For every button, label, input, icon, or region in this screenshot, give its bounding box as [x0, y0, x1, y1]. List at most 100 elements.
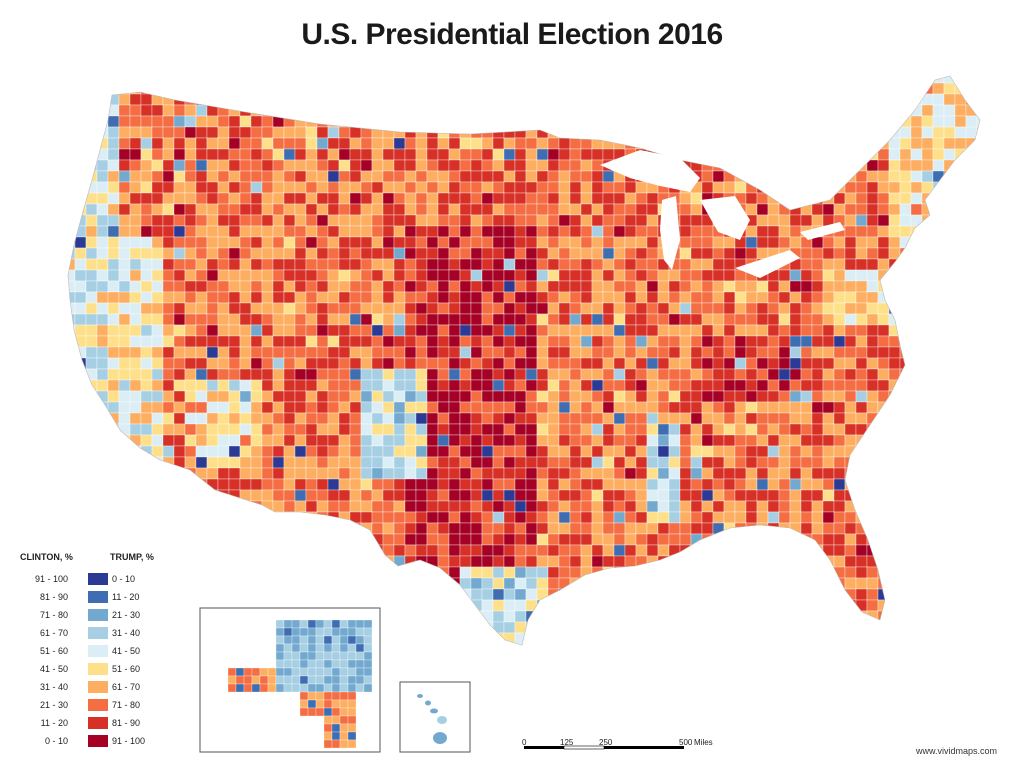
county-cell	[569, 555, 582, 568]
county-cell	[613, 610, 626, 623]
county-cell	[118, 467, 131, 480]
county-cell	[415, 401, 428, 414]
county-cell	[646, 335, 659, 348]
county-cell	[602, 522, 615, 535]
county-cell	[866, 192, 879, 205]
county-cell	[580, 412, 593, 425]
county-cell	[866, 258, 879, 271]
county-cell	[85, 390, 98, 403]
county-cell	[470, 467, 483, 480]
alaska-county-cell	[227, 675, 237, 685]
county-cell	[228, 467, 241, 480]
county-cell	[239, 478, 252, 491]
county-cell	[613, 566, 626, 579]
county-cell	[591, 456, 604, 469]
alaska-county-cell	[275, 627, 285, 637]
county-cell	[800, 313, 813, 326]
county-cell	[327, 280, 340, 293]
county-cell	[701, 478, 714, 491]
county-cell	[723, 610, 736, 623]
county-cell	[272, 412, 285, 425]
county-cell	[877, 467, 890, 480]
county-cell	[426, 93, 439, 106]
county-cell	[921, 489, 934, 502]
county-cell	[217, 544, 230, 557]
county-cell	[844, 632, 857, 645]
county-cell	[514, 500, 527, 513]
county-cell	[767, 302, 780, 315]
county-cell	[316, 357, 329, 370]
county-cell	[965, 192, 978, 205]
county-cell	[316, 478, 329, 491]
county-cell	[349, 159, 362, 172]
county-cell	[569, 324, 582, 337]
county-cell	[591, 467, 604, 480]
county-cell	[877, 214, 890, 227]
county-cell	[195, 280, 208, 293]
county-cell	[261, 335, 274, 348]
alaska-county-cell	[291, 643, 301, 653]
county-cell	[239, 258, 252, 271]
county-cell	[712, 412, 725, 425]
county-cell	[492, 291, 505, 304]
county-cell	[140, 214, 153, 227]
county-cell	[767, 643, 780, 645]
county-cell	[833, 544, 846, 557]
county-cell	[448, 390, 461, 403]
county-cell	[514, 115, 527, 128]
county-cell	[426, 236, 439, 249]
county-cell	[481, 76, 494, 84]
county-cell	[470, 577, 483, 590]
county-cell	[844, 269, 857, 282]
county-cell	[195, 159, 208, 172]
county-cell	[536, 511, 549, 524]
county-cell	[272, 500, 285, 513]
county-cell	[976, 412, 980, 425]
county-cell	[613, 76, 626, 84]
county-cell	[932, 368, 945, 381]
county-cell	[294, 368, 307, 381]
county-cell	[921, 148, 934, 161]
county-cell	[206, 302, 219, 315]
county-cell	[283, 555, 296, 568]
county-cell	[954, 357, 967, 370]
county-cell	[514, 621, 527, 634]
county-cell	[888, 632, 901, 645]
county-cell	[96, 291, 109, 304]
county-cell	[822, 269, 835, 282]
county-cell	[525, 368, 538, 381]
county-cell	[624, 104, 637, 117]
county-cell	[613, 511, 626, 524]
county-cell	[800, 522, 813, 535]
county-cell	[195, 489, 208, 502]
county-cell	[74, 412, 87, 425]
county-cell	[525, 258, 538, 271]
county-cell	[844, 445, 857, 458]
county-cell	[228, 357, 241, 370]
county-cell	[657, 478, 670, 491]
county-cell	[547, 247, 560, 260]
county-cell	[844, 192, 857, 205]
county-cell	[492, 302, 505, 315]
county-cell	[888, 258, 901, 271]
county-cell	[932, 412, 945, 425]
county-cell	[932, 445, 945, 458]
county-cell	[85, 401, 98, 414]
county-cell	[85, 423, 98, 436]
county-cell	[470, 225, 483, 238]
county-cell	[811, 368, 824, 381]
county-cell	[899, 478, 912, 491]
county-cell	[184, 346, 197, 359]
county-cell	[415, 324, 428, 337]
county-cell	[470, 203, 483, 216]
county-cell	[580, 555, 593, 568]
county-cell	[140, 148, 153, 161]
county-cell	[613, 478, 626, 491]
county-cell	[745, 500, 758, 513]
county-cell	[206, 269, 219, 282]
county-cell	[426, 225, 439, 238]
alaska-county-cell	[339, 739, 349, 749]
county-cell	[921, 588, 934, 601]
county-cell	[68, 236, 76, 249]
county-cell	[756, 280, 769, 293]
